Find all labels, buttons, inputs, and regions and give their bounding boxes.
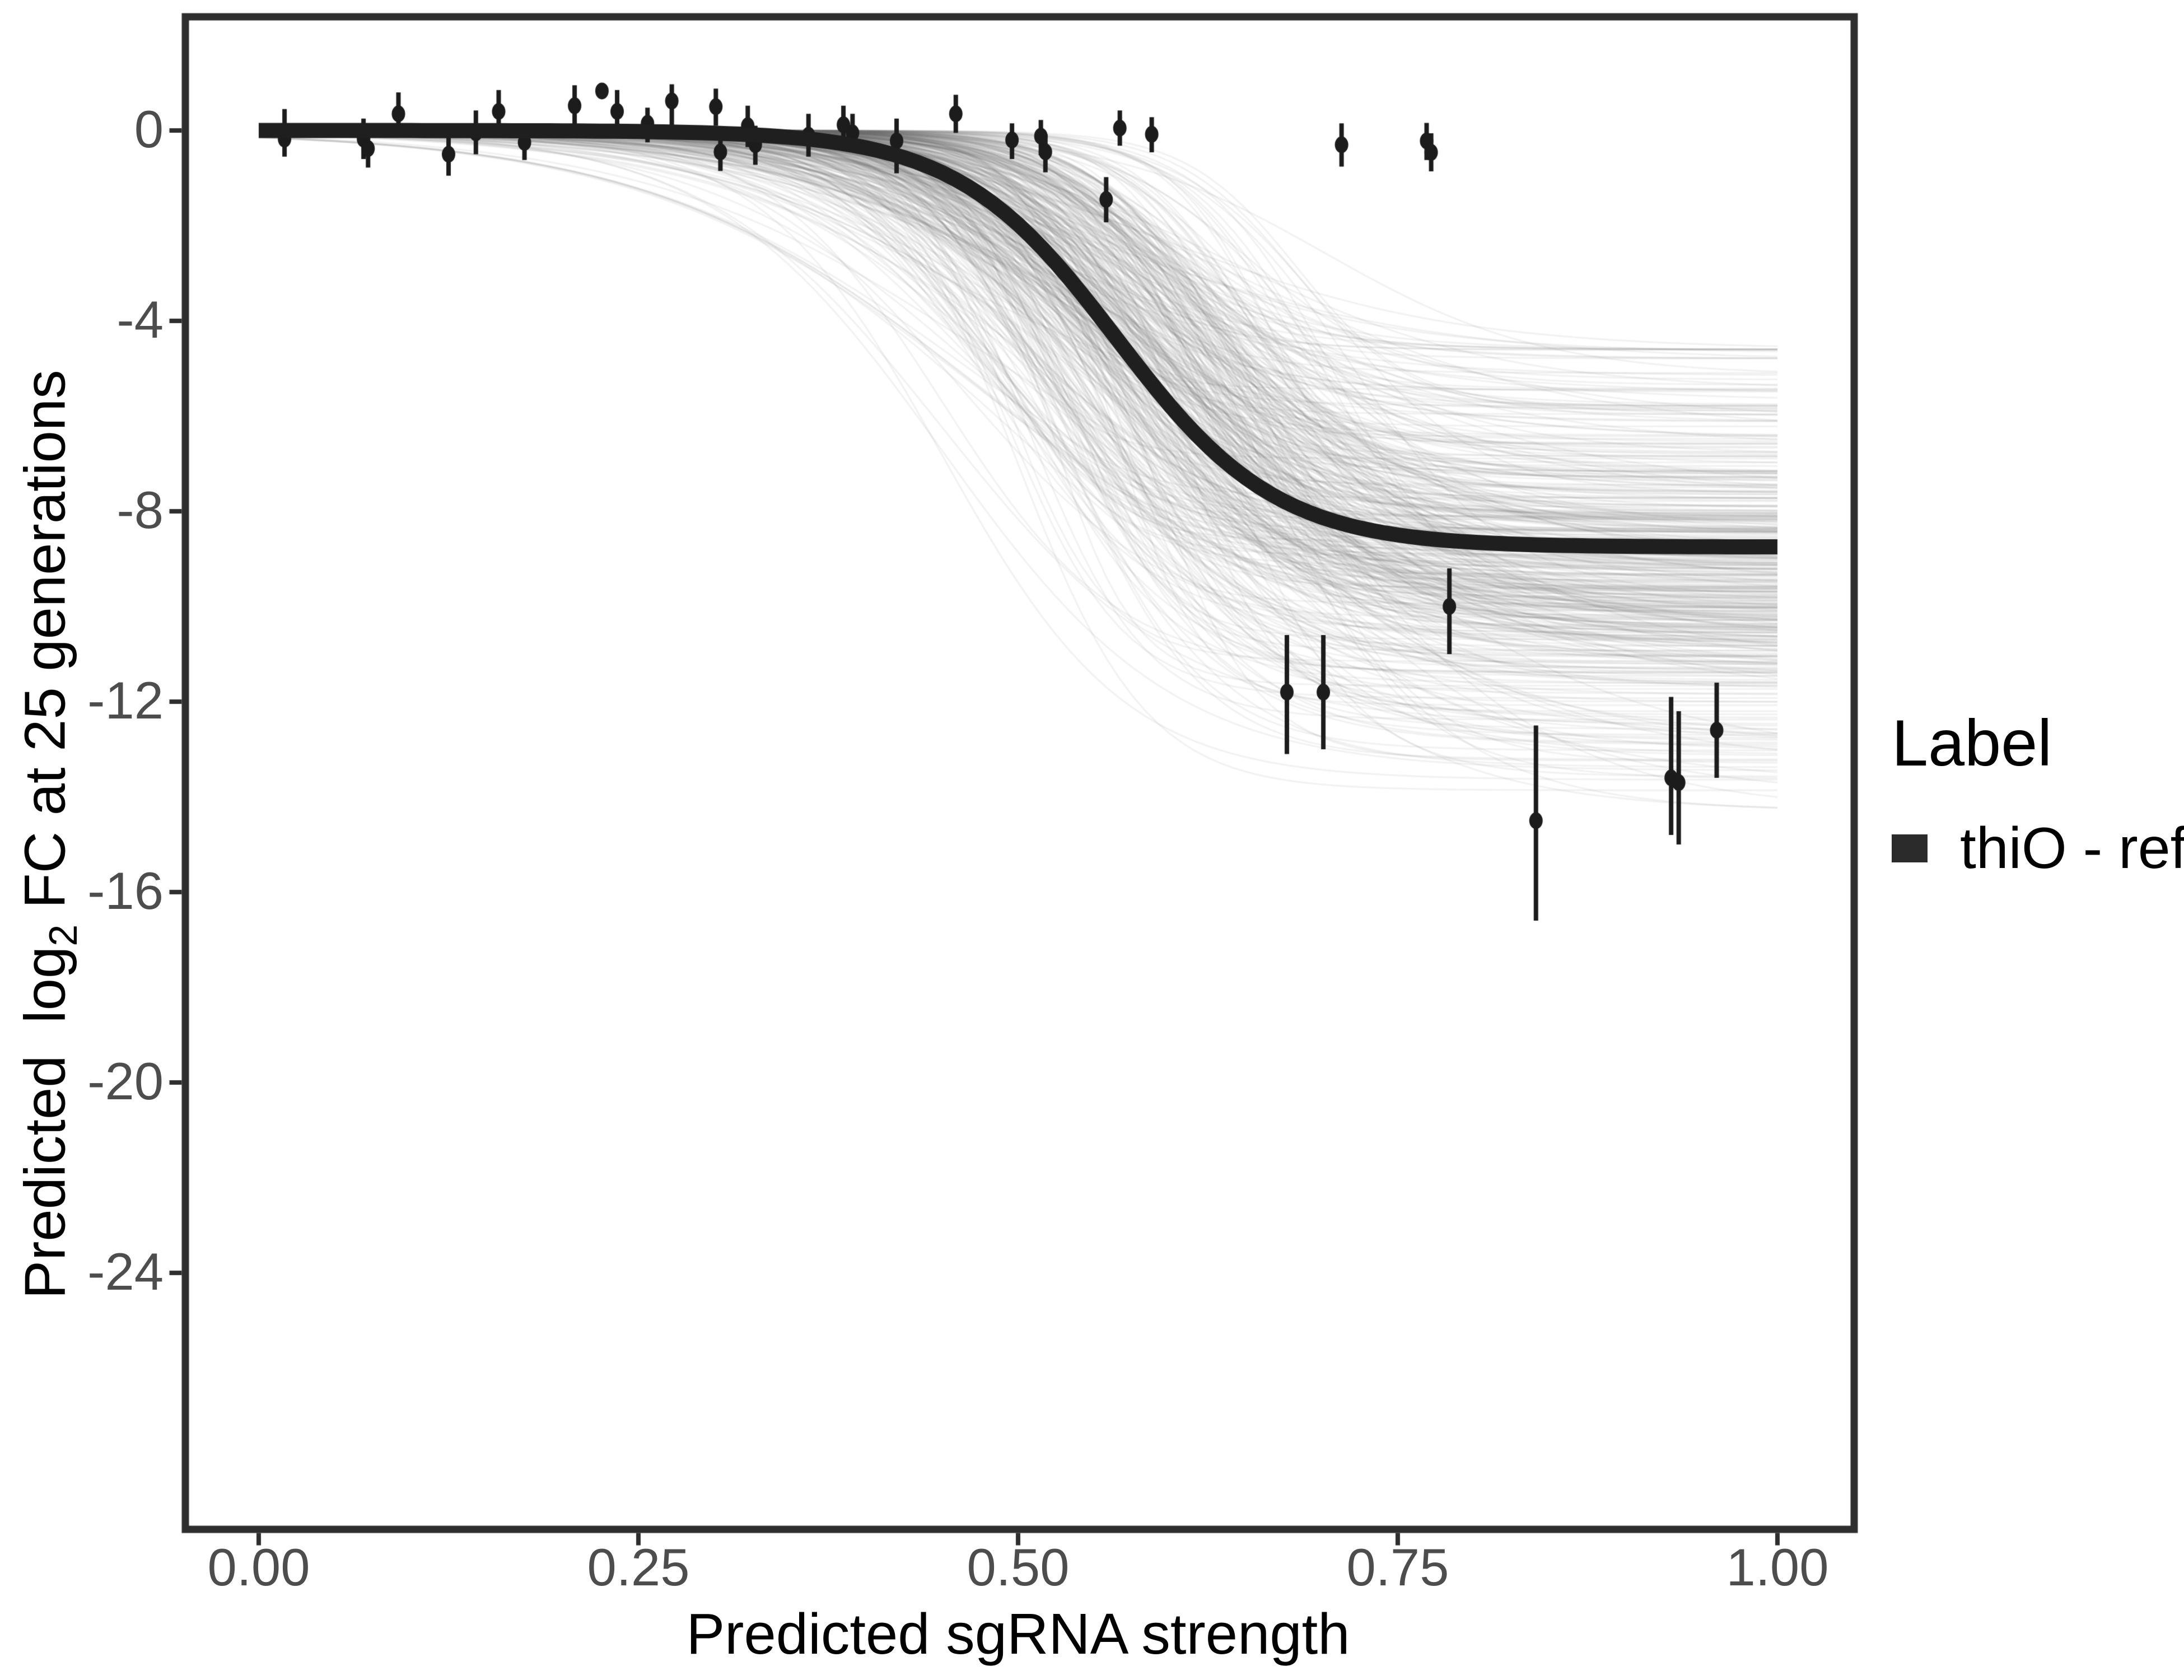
x-tick-label: 0.00 (207, 1538, 310, 1597)
y-tick-label: -20 (87, 1052, 164, 1111)
y-tick-label: -12 (87, 671, 164, 730)
x-tick-label: 0.50 (967, 1538, 1070, 1597)
x-tick-label: 0.25 (587, 1538, 690, 1597)
x-axis-title: Predicted sgRNA strength (686, 1602, 1350, 1666)
y-tick-label: 0 (134, 100, 164, 159)
y-axis-title-pre: Predicted log (12, 946, 77, 1299)
y-tick-label: -24 (87, 1242, 164, 1301)
legend-item: thiO - ref (1892, 819, 2184, 878)
legend-item-label: thiO - ref (1960, 816, 2184, 881)
y-tick-label: -4 (116, 290, 164, 349)
y-axis-title: Predicted log2 FC at 25 generations (12, 370, 86, 1299)
x-tick-label: 1.00 (1726, 1538, 1829, 1597)
legend-title: Label (1892, 706, 2052, 780)
y-axis-title-post: FC at 25 generations (12, 370, 77, 925)
y-tick-label: -8 (116, 480, 164, 540)
legend: Label thiO - ref (1892, 710, 2184, 878)
y-axis-title-subscript: 2 (41, 924, 86, 946)
x-tick-label: 0.75 (1346, 1538, 1449, 1597)
legend-swatch-icon (1892, 834, 1928, 862)
y-tick-label: -16 (87, 861, 164, 921)
